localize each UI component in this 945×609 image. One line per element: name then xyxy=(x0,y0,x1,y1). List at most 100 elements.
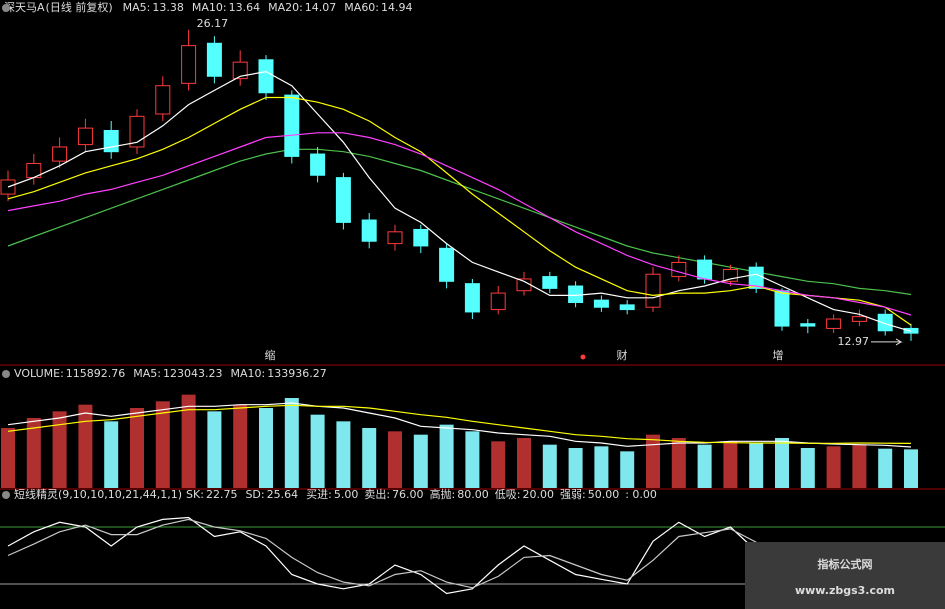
candle-body xyxy=(490,292,506,311)
level-value: 76.00 xyxy=(392,488,424,501)
candle-body xyxy=(52,146,68,162)
volume-bar xyxy=(413,434,428,488)
legend-value: 133936.27 xyxy=(267,367,327,380)
legend-value: 123043.23 xyxy=(163,367,223,380)
low-label: 12.97 xyxy=(838,335,870,348)
volume-bar xyxy=(310,414,325,488)
volume-bar xyxy=(78,404,93,488)
candle-body xyxy=(593,299,609,308)
volume-bar xyxy=(336,421,351,488)
candle-body xyxy=(568,285,584,304)
volume-value: 115892.76 xyxy=(66,367,126,380)
candle-body xyxy=(671,261,687,278)
candle-body xyxy=(697,259,713,280)
ma-line xyxy=(7,132,912,316)
candle-body xyxy=(387,231,403,245)
volume-bar xyxy=(388,431,402,488)
level-value: 50.00 xyxy=(588,488,620,501)
volume-bar xyxy=(646,434,660,488)
candle-body xyxy=(335,177,351,223)
candle-body xyxy=(0,179,16,195)
volume-bar xyxy=(568,448,583,488)
volume-title: VOLUME: xyxy=(14,367,64,380)
legend-value: 14.94 xyxy=(381,1,413,14)
legend-name: MA60: xyxy=(344,1,379,14)
ma-line xyxy=(7,404,912,444)
watermark-box xyxy=(745,542,945,609)
volume-bar xyxy=(233,404,248,488)
volume-bar xyxy=(26,418,41,488)
legend-name: SK: xyxy=(186,488,204,501)
volume-bar xyxy=(1,428,15,488)
volume-bar xyxy=(620,451,635,488)
volume-bar xyxy=(852,444,867,488)
event-dot xyxy=(580,354,586,360)
panel-icon xyxy=(2,370,10,378)
legend-value: 14.07 xyxy=(305,1,337,14)
volume-bar xyxy=(439,424,454,488)
legend-name: SD: xyxy=(245,488,264,501)
volume-bar xyxy=(542,444,557,488)
volume-bar xyxy=(207,411,222,488)
title: 深天马A xyxy=(4,1,45,14)
candle-body xyxy=(103,129,119,153)
event-marker: 财 xyxy=(617,348,628,362)
event-marker: 缩 xyxy=(265,349,276,362)
volume-bar xyxy=(130,408,144,488)
volume-bar xyxy=(491,441,506,488)
candle-body xyxy=(619,304,635,311)
volume-bar xyxy=(878,448,893,488)
volume-bar xyxy=(723,441,738,488)
legend-value: 22.75 xyxy=(206,488,238,501)
candle-body xyxy=(851,316,867,322)
candle-body xyxy=(361,219,377,242)
candle-body xyxy=(413,228,429,247)
legend-value: 25.64 xyxy=(267,488,299,501)
volume-bar xyxy=(362,428,377,488)
candle-body xyxy=(542,276,558,289)
volume-bar xyxy=(517,438,531,488)
candle-body xyxy=(439,247,455,282)
level-name: 低吸: xyxy=(495,488,521,501)
volume-bar xyxy=(594,446,609,488)
level-value: 80.00 xyxy=(457,488,489,501)
candle-body xyxy=(129,115,145,148)
panel-icon xyxy=(2,491,10,499)
indicator-title: 短线精灵(9,10,10,10,21,44,1,1) xyxy=(14,487,182,501)
level-name: 强弱: xyxy=(560,488,586,501)
volume-bar xyxy=(155,401,170,488)
candle-body xyxy=(181,45,197,84)
subtitle: (日线 前复权) xyxy=(46,0,113,14)
volume-bar xyxy=(104,421,119,488)
candle-body xyxy=(232,61,248,80)
volume-bar xyxy=(52,411,67,488)
candle-body xyxy=(310,153,326,176)
legend-name: MA20: xyxy=(268,1,303,14)
candle-body xyxy=(722,269,738,282)
volume-bar xyxy=(671,438,686,488)
candle-body xyxy=(800,323,816,327)
indicator-extra: : 0.00 xyxy=(625,488,657,501)
level-name: 买进: xyxy=(306,488,332,501)
volume-bar xyxy=(826,446,841,488)
volume-bar xyxy=(259,408,273,488)
level-value: 20.00 xyxy=(523,488,555,501)
candle-body xyxy=(826,318,842,329)
ma-line xyxy=(7,402,912,448)
candle-body xyxy=(645,273,661,308)
panel-icon xyxy=(2,4,10,12)
volume-bar xyxy=(181,394,196,488)
watermark-title: 指标公式网 xyxy=(818,557,873,571)
volume-bar xyxy=(465,431,480,488)
legend-name: MA5: xyxy=(133,367,161,380)
legend-name: MA5: xyxy=(123,1,151,14)
volume-bar xyxy=(749,443,764,488)
level-value: 5.00 xyxy=(334,488,359,501)
candle-body xyxy=(77,127,93,146)
candle-body xyxy=(464,283,480,313)
candle-body xyxy=(206,42,222,77)
legend-value: 13.64 xyxy=(229,1,261,14)
level-name: 高抛: xyxy=(430,487,456,501)
event-marker: 增 xyxy=(773,348,784,362)
